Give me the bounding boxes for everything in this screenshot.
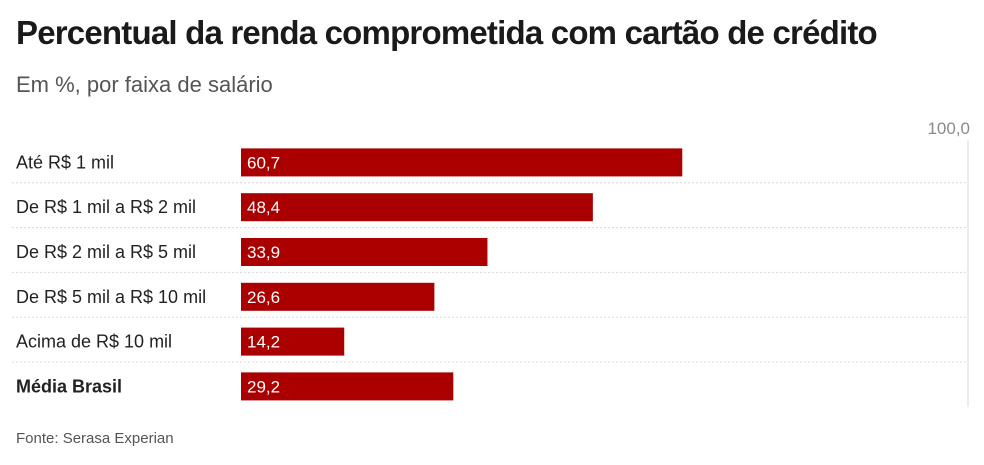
category-label: De R$ 1 mil a R$ 2 mil xyxy=(16,197,196,217)
chart-title: Percentual da renda comprometida com car… xyxy=(16,14,878,51)
bar xyxy=(241,238,488,266)
category-labels: Até R$ 1 mil De R$ 1 mil a R$ 2 mil De R$ … xyxy=(16,152,206,396)
value-label: 26,6 xyxy=(247,288,280,307)
bar xyxy=(241,372,454,401)
value-label: 60,7 xyxy=(247,153,280,172)
chart-subtitle: Em %, por faixa de salário xyxy=(16,72,273,97)
bar xyxy=(241,193,593,222)
row-separators xyxy=(12,182,968,363)
value-label: 29,2 xyxy=(247,377,280,396)
category-label: Acima de R$ 10 mil xyxy=(16,332,172,352)
bar xyxy=(241,148,683,177)
axis-max-label: 100,0 xyxy=(927,119,970,138)
source-note: Fonte: Serasa Experian xyxy=(16,430,174,447)
value-label: 14,2 xyxy=(247,333,280,352)
bar xyxy=(241,327,345,356)
bars xyxy=(241,148,683,401)
category-label: De R$ 2 mil a R$ 5 mil xyxy=(16,242,196,262)
category-label: Média Brasil xyxy=(16,376,122,396)
value-label: 33,9 xyxy=(247,243,280,262)
category-label: Até R$ 1 mil xyxy=(16,152,114,172)
value-label: 48,4 xyxy=(247,198,280,217)
category-label: De R$ 5 mil a R$ 10 mil xyxy=(16,287,206,307)
value-labels: 60,7 48,4 33,9 26,6 14,2 29,2 xyxy=(247,153,280,396)
bar xyxy=(241,282,435,311)
